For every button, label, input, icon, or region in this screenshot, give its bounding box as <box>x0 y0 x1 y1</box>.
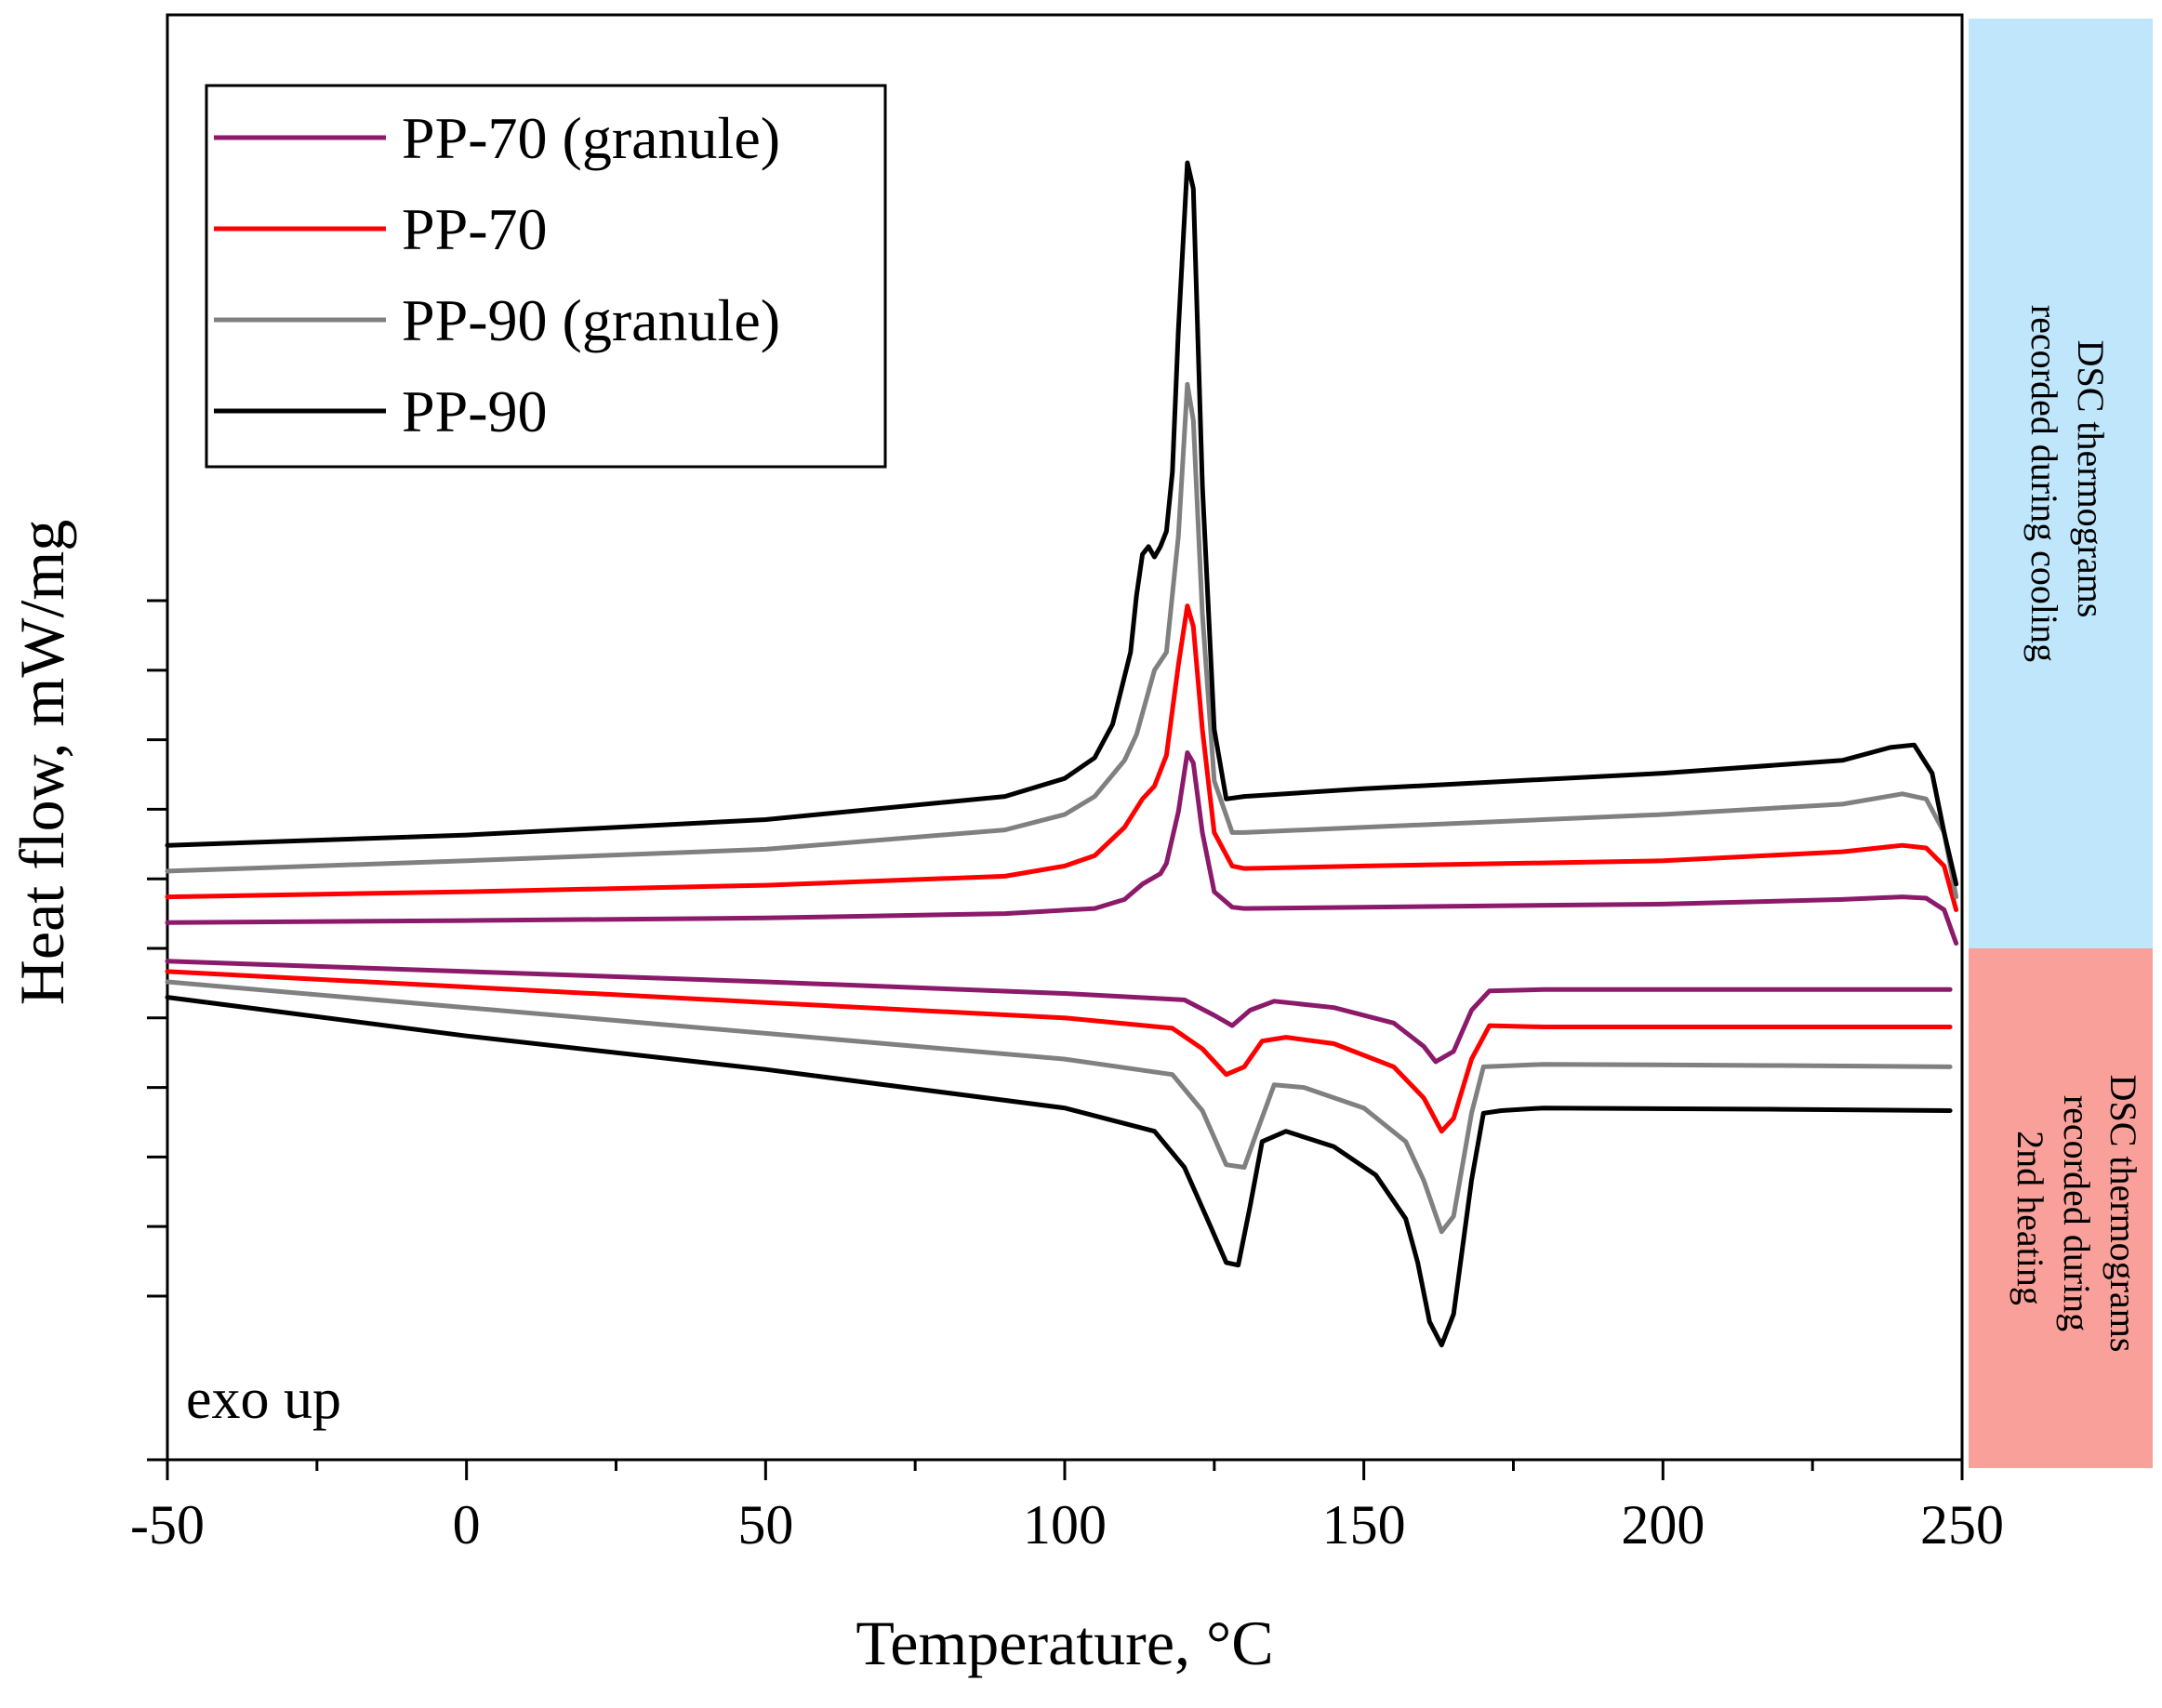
x-tick-label: 100 <box>1023 1494 1107 1556</box>
legend-label: PP-70 <box>402 196 548 262</box>
axis-ticks: -50 0 50 100 150 200 250 <box>130 599 2004 1556</box>
heating-band-line-1: DSC thermograms <box>2102 1075 2144 1353</box>
series-line-heating-0 <box>165 959 1953 1065</box>
cooling-band <box>1969 19 2153 948</box>
legend-box <box>205 84 887 469</box>
legend-label: PP-90 (granule) <box>402 287 780 353</box>
x-tick-label: 150 <box>1322 1494 1406 1556</box>
cooling-band-label: DSC thermograms recorded during cooling <box>2023 305 2112 662</box>
heating-band-line-2: recorded during <box>2056 1095 2098 1331</box>
series-group <box>165 160 1959 1348</box>
series-line-cooling-0 <box>165 750 1959 946</box>
exo-up-annotation: exo up <box>186 1368 341 1431</box>
x-tick-label: 200 <box>1621 1494 1704 1556</box>
x-tick-label: 250 <box>1920 1494 2004 1556</box>
heating-band-line-3: 2nd heating <box>2009 1131 2051 1305</box>
series-line-cooling-1 <box>165 603 1959 912</box>
cooling-band-line-1: DSC thermograms <box>2070 340 2112 618</box>
series-line-heating-3 <box>165 995 1953 1348</box>
heating-band-label: DSC thermograms recorded during 2nd heat… <box>2009 1075 2144 1362</box>
series-line-heating-1 <box>165 969 1953 1134</box>
legend-label: PP-90 <box>402 378 548 444</box>
cooling-band-line-2: recorded during cooling <box>2023 305 2065 662</box>
x-tick-label: 50 <box>737 1494 793 1556</box>
x-tick-label: -50 <box>130 1494 205 1556</box>
x-axis-title: Temperature, °C <box>856 1608 1273 1678</box>
series-line-cooling-3 <box>165 160 1959 887</box>
x-tick-label: 0 <box>453 1494 481 1556</box>
heating-band <box>1969 948 2153 1468</box>
series-line-cooling-2 <box>165 381 1959 900</box>
legend: PP-70 (granule) PP-70 PP-90 (granule) PP-90 <box>205 84 887 469</box>
series-line-heating-2 <box>165 979 1953 1235</box>
y-axis-title: Heat flow, mW/mg <box>7 520 77 1005</box>
legend-label: PP-70 (granule) <box>402 105 780 171</box>
